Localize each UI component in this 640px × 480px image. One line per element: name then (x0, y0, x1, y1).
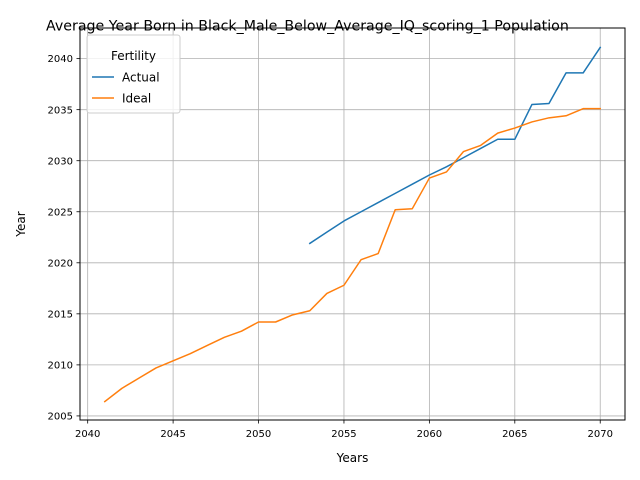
plot-frame (79, 27, 626, 421)
x-tick-label: 2055 (331, 429, 356, 440)
x-axis-label: Years (336, 451, 369, 465)
y-axis-label: Year (14, 211, 28, 237)
y-tick-label: 2035 (48, 105, 73, 116)
y-tick-label: 2025 (48, 207, 73, 218)
y-tick-label: 2005 (48, 412, 73, 423)
y-tick-label: 2015 (48, 309, 73, 320)
x-tick-label: 2050 (246, 429, 271, 440)
legend: Fertility Actual Ideal (86, 34, 181, 114)
series-lines (103, 46, 602, 403)
x-tick-label: 2040 (75, 429, 100, 440)
legend-title: Fertility (111, 49, 156, 63)
y-tick-label: 2020 (48, 258, 73, 269)
grid-lines (80, 28, 625, 420)
series-line-ideal (103, 107, 601, 403)
y-tick-label: 2030 (48, 156, 73, 167)
legend-label-actual: Actual (122, 71, 160, 85)
x-tick-label: 2060 (417, 429, 442, 440)
legend-box (86, 34, 181, 114)
x-tick-label: 2045 (160, 429, 185, 440)
x-tick-label: 2070 (588, 429, 613, 440)
x-tick-label: 2065 (502, 429, 527, 440)
chart-title: Average Year Born in Black_Male_Below_Av… (46, 19, 569, 35)
axis-ticks: 2040 2045 2050 2055 2060 2065 2070 2005 2010 2015… (48, 54, 613, 440)
y-tick-label: 2040 (48, 54, 73, 65)
legend-label-ideal: Ideal (122, 92, 151, 106)
y-tick-label: 2010 (48, 360, 73, 371)
